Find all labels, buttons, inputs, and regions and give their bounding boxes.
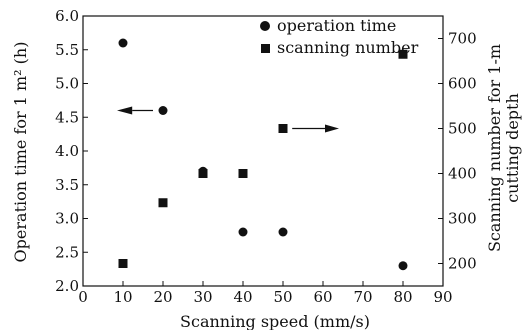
point-operation-time xyxy=(278,227,288,237)
arrow-right-head xyxy=(325,124,339,133)
y-right-tick-label: 600 xyxy=(448,75,477,93)
arrow-left-head xyxy=(117,106,133,115)
y-left-tick-label: 5.0 xyxy=(55,75,79,93)
y-left-tick-label: 4.5 xyxy=(55,108,79,126)
point-operation-time xyxy=(118,38,128,48)
y-right-tick-label: 500 xyxy=(448,120,477,138)
x-tick-label: 90 xyxy=(433,288,452,306)
legend: operation time scanning number xyxy=(260,16,419,57)
point-operation-time xyxy=(398,261,408,271)
point-scanning-number xyxy=(118,259,128,268)
point-scanning-number xyxy=(278,124,288,133)
y-right-tick-label: 400 xyxy=(448,165,477,183)
point-scanning-number xyxy=(198,169,208,178)
x-tick-label: 40 xyxy=(233,288,252,306)
y-left-tick-label: 5.5 xyxy=(55,41,79,59)
y-left-tick-label: 3.0 xyxy=(55,210,79,228)
legend-label-operation-time: operation time xyxy=(277,16,396,35)
x-tick-label: 80 xyxy=(393,288,412,306)
data-marks xyxy=(118,38,408,271)
y-right-tick-label: 300 xyxy=(448,210,477,228)
y-axis-right-label-line-1: Scanning number for 1-m xyxy=(485,44,504,252)
point-operation-time xyxy=(158,106,168,115)
annotations xyxy=(117,106,339,133)
y-left-tick-label: 6.0 xyxy=(55,7,79,25)
y-axis-left-label: Operation time for 1 m² (h) xyxy=(11,42,30,263)
legend-label-scanning-number: scanning number xyxy=(277,38,419,57)
y-left-tick-label: 2.0 xyxy=(55,277,79,295)
x-axis-label: Scanning speed (mm/s) xyxy=(180,312,370,330)
y-right-tick-label: 700 xyxy=(448,30,477,48)
y-left-tick-label: 3.5 xyxy=(55,176,79,194)
point-operation-time xyxy=(238,227,248,237)
point-scanning-number xyxy=(398,49,408,59)
x-tick-label: 60 xyxy=(313,288,332,306)
x-tick-label: 70 xyxy=(353,288,372,306)
x-tick-label: 20 xyxy=(153,288,172,306)
y-right-tick-label: 200 xyxy=(448,255,477,273)
y-left-tick-label: 4.0 xyxy=(55,142,79,160)
y-left-tick-label: 2.5 xyxy=(55,243,79,261)
x-tick-label: 50 xyxy=(273,288,292,306)
x-tick-label: 10 xyxy=(113,288,132,306)
x-tick-label: 0 xyxy=(78,288,88,306)
legend-marker-operation-time xyxy=(260,21,270,31)
legend-marker-scanning-number xyxy=(261,44,270,53)
point-scanning-number xyxy=(238,169,248,178)
point-scanning-number xyxy=(158,198,168,208)
y-axis-right-label-line-2: cutting depth xyxy=(503,93,522,203)
ticks: 0 10 20 30 40 50 60 70 80 90 2.0 2.5 3.0 3.5 4.0 4.5 5.0… xyxy=(55,7,477,306)
x-tick-label: 30 xyxy=(193,288,212,306)
